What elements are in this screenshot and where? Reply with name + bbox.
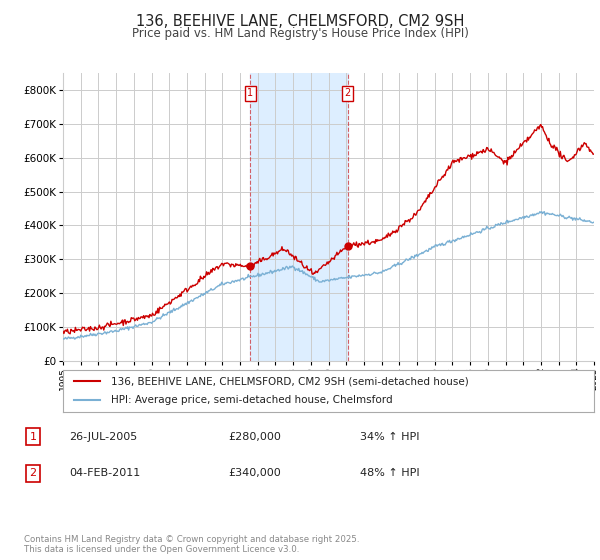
Text: 1: 1 [247, 88, 253, 98]
Text: £340,000: £340,000 [228, 468, 281, 478]
Bar [250, 73, 348, 361]
Text: £280,000: £280,000 [228, 432, 281, 442]
Text: 04-FEB-2011: 04-FEB-2011 [69, 468, 140, 478]
Text: HPI: Average price, semi-detached house, Chelmsford: HPI: Average price, semi-detached house,… [111, 395, 392, 405]
Text: 1: 1 [29, 432, 37, 442]
Text: 2: 2 [344, 88, 351, 98]
Text: Contains HM Land Registry data © Crown copyright and database right 2025.
This d: Contains HM Land Registry data © Crown c… [24, 535, 359, 554]
Text: Price paid vs. HM Land Registry's House Price Index (HPI): Price paid vs. HM Land Registry's House … [131, 27, 469, 40]
Text: 136, BEEHIVE LANE, CHELMSFORD, CM2 9SH: 136, BEEHIVE LANE, CHELMSFORD, CM2 9SH [136, 14, 464, 29]
Text: 26-JUL-2005: 26-JUL-2005 [69, 432, 137, 442]
Text: 2: 2 [29, 468, 37, 478]
Text: 34% ↑ HPI: 34% ↑ HPI [360, 432, 419, 442]
Text: 136, BEEHIVE LANE, CHELMSFORD, CM2 9SH (semi-detached house): 136, BEEHIVE LANE, CHELMSFORD, CM2 9SH (… [111, 376, 469, 386]
Text: 48% ↑ HPI: 48% ↑ HPI [360, 468, 419, 478]
